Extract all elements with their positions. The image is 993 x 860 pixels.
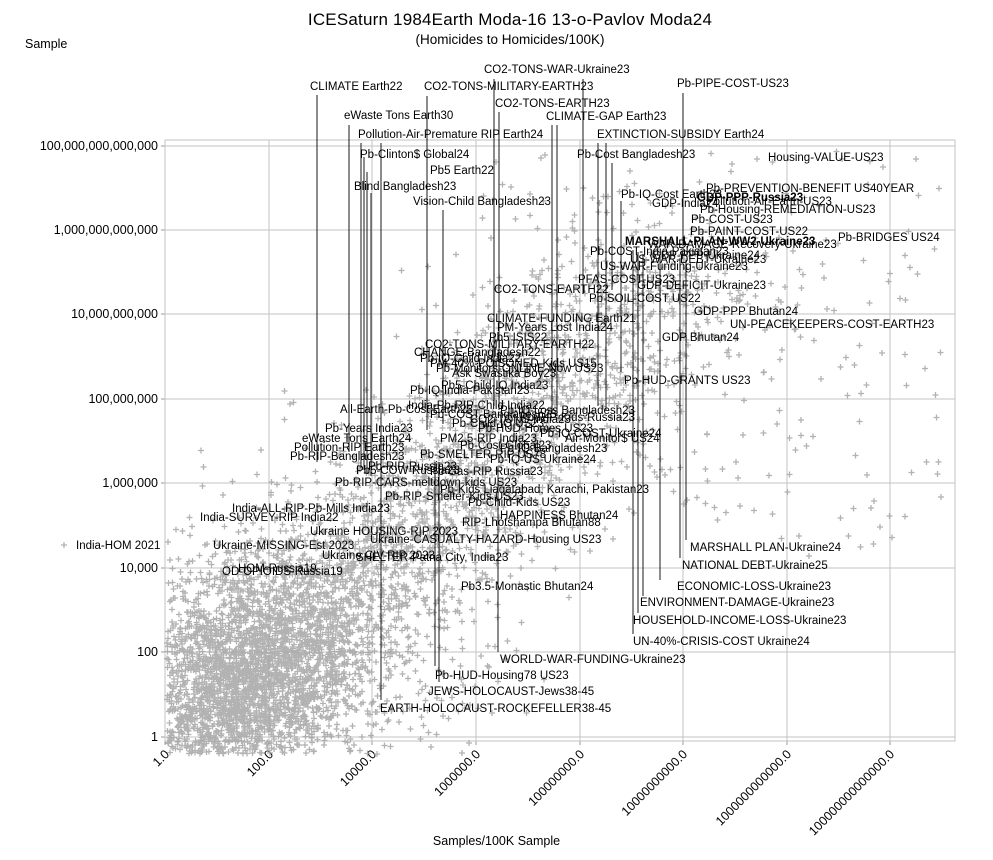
chart-subtitle: (Homicides to Homicides/100K)	[415, 32, 605, 47]
x-axis-title: Samples/100K Sample	[432, 834, 561, 848]
scatter-points	[61, 148, 944, 757]
y-tick-label: 1,000,000,000,000	[54, 223, 158, 237]
y-tick-label: 1	[151, 730, 158, 744]
y-tick-label: 100,000,000,000,000	[40, 139, 158, 153]
x-tick-label: 1.0	[150, 747, 172, 769]
y-tick-label: 1,000,000	[102, 476, 158, 490]
plot-border	[164, 139, 956, 742]
y-tick-label: 100,000,000	[88, 392, 158, 406]
y-axis-title: Sample	[25, 37, 68, 51]
x-tick-label: 1000000000000.0	[713, 747, 794, 828]
chart-title: ICESaturn 1984Earth Moda-16 13-o-Pavlov …	[307, 10, 713, 29]
y-tick-label: 10,000	[120, 561, 158, 575]
x-tick-label: 10000000000.0	[619, 747, 690, 818]
x-tick-label: 100000000.0	[526, 747, 588, 809]
x-tick-label: 10000.0	[337, 747, 379, 789]
x-tick-label: 100000000000000.0	[806, 747, 897, 838]
y-tick-label: 100	[137, 645, 158, 659]
y-tick-label: 10,000,000,000	[71, 307, 158, 321]
x-tick-label: 1000000.0	[431, 747, 483, 799]
